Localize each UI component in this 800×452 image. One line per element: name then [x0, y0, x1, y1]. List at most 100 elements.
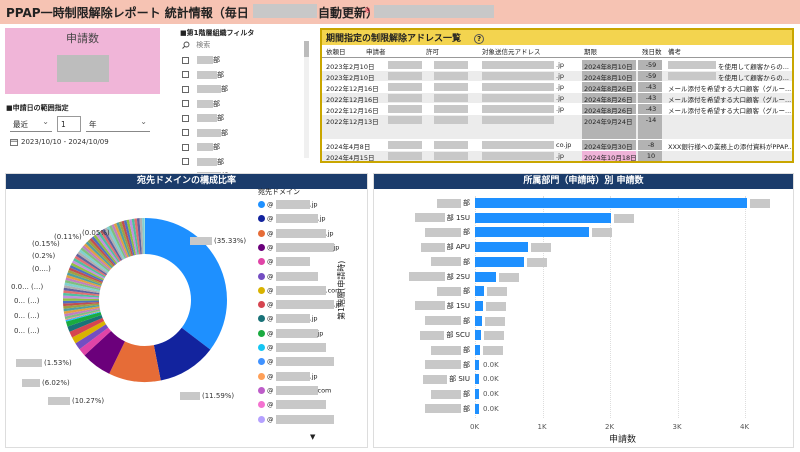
domain-donut-chart[interactable] [45, 200, 245, 400]
donut-slice[interactable] [65, 310, 101, 320]
bar-mark[interactable] [475, 212, 611, 223]
donut-slice-minor[interactable] [93, 234, 118, 265]
legend-item[interactable]: @ [258, 357, 334, 367]
table-row[interactable]: 2022年12月16日 .jp 2024年8月26日 -43 メール添付を希望する大口顧… [322, 82, 792, 93]
donut-slice-minor[interactable] [106, 226, 125, 260]
filter-item[interactable]: 部 [182, 55, 220, 67]
donut-slice-minor[interactable] [87, 239, 114, 268]
donut-slice[interactable] [153, 327, 211, 381]
legend-scroll-down-icon[interactable]: ▼ [310, 433, 316, 441]
range-unit-dropdown[interactable]: 年 ⌄ [86, 116, 150, 132]
donut-slice-minor[interactable] [85, 241, 113, 269]
donut-slice-minor[interactable] [63, 285, 100, 294]
donut-slice[interactable] [65, 311, 101, 321]
table-row[interactable]: 2022年12月16日 .jp 2024年8月26日 -43 メール添付を希望する大口顧… [322, 104, 792, 115]
donut-slice-minor[interactable] [126, 219, 137, 256]
bar-mark[interactable] [475, 227, 590, 238]
legend-item[interactable]: @ .jp [258, 200, 318, 210]
table-row[interactable]: 2023年2月10日 .jp 2024年8月10日 -59 を使用して顧客からの... [322, 60, 792, 71]
donut-slice[interactable] [109, 341, 161, 382]
filter-scroll-thumb[interactable] [304, 41, 309, 57]
table-column-header[interactable]: 許可 [426, 48, 439, 56]
legend-item[interactable]: @ [258, 257, 310, 267]
legend-item[interactable]: @ [258, 343, 326, 353]
donut-slice-minor[interactable] [83, 243, 112, 270]
donut-slice[interactable] [145, 218, 227, 350]
donut-slice-minor[interactable] [116, 222, 131, 257]
donut-slice-minor[interactable] [104, 227, 124, 261]
filter-item[interactable]: 部 [182, 70, 224, 82]
legend-item[interactable]: @ com [258, 385, 331, 396]
donut-slice-minor[interactable] [131, 218, 139, 255]
bar-mark[interactable] [475, 271, 497, 282]
donut-slice-minor[interactable] [64, 309, 101, 320]
table-row[interactable]: 2022年12月16日 .jp 2024年8月26日 -43 メール添付を希望する大口顧… [322, 93, 792, 104]
donut-slice[interactable] [65, 311, 101, 322]
donut-slice-minor[interactable] [129, 219, 138, 255]
table-row[interactable]: 2023年2月10日 .jp 2024年8月10日 -59 を使用して顧客からの... [322, 71, 792, 82]
donut-slice-minor[interactable] [63, 295, 100, 299]
date-range-display[interactable]: 2023/10/10 - 2024/10/09 [10, 138, 109, 146]
range-count-input[interactable]: 1 [57, 116, 81, 132]
donut-slice-minor[interactable] [113, 223, 129, 258]
donut-slice-minor[interactable] [70, 262, 105, 281]
donut-slice-minor[interactable] [111, 224, 128, 259]
donut-slice-minor[interactable] [82, 245, 111, 271]
donut-slice-minor[interactable] [118, 221, 132, 257]
legend-item[interactable]: @ .jp [258, 314, 318, 324]
donut-slice-minor[interactable] [65, 277, 101, 289]
donut-slice-minor[interactable] [63, 300, 100, 304]
donut-slice-minor[interactable] [64, 307, 100, 317]
table-column-header[interactable]: 申請者 [366, 48, 386, 56]
donut-slice-minor[interactable] [64, 279, 101, 291]
table-column-header[interactable]: 対象送信元アドレス [482, 48, 541, 56]
checkbox[interactable] [182, 85, 189, 93]
donut-slice[interactable] [65, 312, 102, 327]
donut-slice-minor[interactable] [67, 269, 103, 285]
donut-slice-minor[interactable] [63, 304, 100, 312]
table-column-header[interactable]: 期限 [584, 48, 597, 56]
donut-slice[interactable] [67, 314, 103, 332]
donut-slice[interactable] [65, 310, 101, 320]
donut-slice-minor[interactable] [97, 231, 120, 263]
bar-mark[interactable] [475, 315, 483, 326]
bar-mark[interactable] [475, 403, 479, 414]
legend-item[interactable]: @ .jp [258, 214, 326, 224]
donut-slice-minor[interactable] [136, 218, 142, 255]
donut-slice-minor[interactable] [95, 233, 119, 264]
filter-item[interactable]: 部 [182, 113, 224, 125]
bar-mark[interactable] [475, 330, 482, 341]
filter-item[interactable]: 部 [182, 99, 220, 111]
donut-slice-minor[interactable] [142, 218, 145, 255]
donut-slice-minor[interactable] [64, 282, 101, 292]
legend-item[interactable]: @ jp [258, 328, 323, 339]
bar-mark[interactable] [475, 256, 524, 267]
donut-slice-minor[interactable] [134, 218, 141, 255]
legend-item[interactable]: @ .jp [258, 228, 334, 239]
bar-mark[interactable] [475, 300, 483, 311]
checkbox[interactable] [182, 100, 189, 107]
bar-mark[interactable] [475, 389, 479, 400]
donut-slice[interactable] [75, 324, 109, 350]
checkbox[interactable] [182, 71, 189, 78]
donut-slice-minor[interactable] [99, 230, 121, 262]
donut-slice-minor[interactable] [66, 272, 102, 286]
donut-slice-minor[interactable] [80, 247, 110, 272]
donut-slice-minor[interactable] [71, 260, 105, 280]
checkbox[interactable] [182, 114, 189, 122]
donut-slice-minor[interactable] [78, 249, 109, 273]
bar-mark[interactable] [475, 345, 481, 355]
donut-slice-minor[interactable] [63, 306, 100, 314]
donut-slice-minor[interactable] [63, 303, 100, 309]
filter-scrollbar[interactable] [304, 41, 309, 158]
donut-slice-minor[interactable] [75, 253, 108, 276]
help-icon[interactable]: ? [474, 34, 485, 44]
table-column-header[interactable]: 依頼日 [326, 48, 346, 56]
donut-slice-minor[interactable] [77, 251, 108, 274]
bar-mark[interactable] [475, 242, 528, 253]
table-row[interactable]: 2024年4月8日 co.jp 2024年9月30日 -8 XXX銀行様への業務上の添付… [322, 140, 792, 151]
table-column-header[interactable]: 備考 [668, 48, 681, 56]
bar-mark[interactable] [475, 359, 479, 370]
filter-item[interactable]: 部 [182, 84, 228, 96]
donut-slice-minor[interactable] [73, 258, 106, 278]
